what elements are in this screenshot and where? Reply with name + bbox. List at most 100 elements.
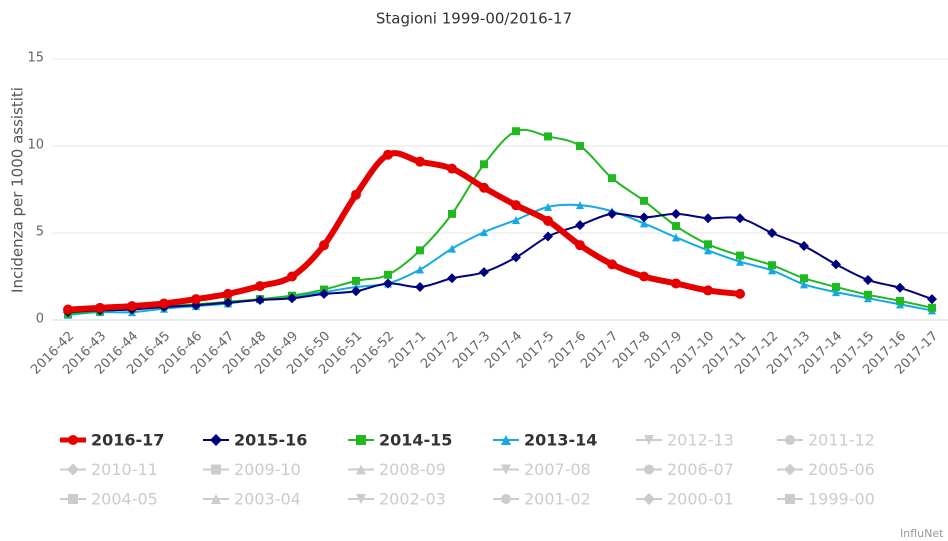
legend-item[interactable]: 2012-13: [636, 431, 734, 450]
legend-item[interactable]: 2013-14: [493, 431, 597, 450]
legend-item[interactable]: 2015-16: [203, 431, 307, 450]
marker: [608, 174, 616, 183]
series: [64, 127, 936, 318]
marker: [644, 464, 654, 475]
marker: [95, 302, 105, 313]
marker: [785, 494, 795, 504]
marker: [643, 493, 655, 505]
marker: [67, 463, 79, 476]
legend-item[interactable]: 2009-10: [203, 460, 301, 479]
marker: [831, 259, 841, 270]
marker: [640, 219, 648, 228]
marker: [501, 494, 511, 504]
legend-item[interactable]: 2002-03: [348, 490, 446, 509]
marker: [479, 182, 489, 193]
marker: [448, 209, 456, 218]
marker: [672, 222, 680, 231]
legend-label: 1999-00: [808, 490, 875, 509]
marker: [735, 213, 745, 224]
marker: [704, 240, 712, 249]
marker: [416, 246, 424, 255]
marker: [736, 257, 744, 266]
y-tick-label: 0: [36, 312, 44, 327]
legend-label: 2010-11: [91, 460, 158, 479]
marker: [927, 294, 937, 305]
marker: [800, 280, 808, 289]
marker: [799, 241, 809, 252]
legend-item[interactable]: 2008-09: [348, 460, 446, 479]
marker: [767, 228, 777, 238]
marker: [447, 163, 457, 174]
marker: [287, 293, 297, 304]
legend-label: 2000-01: [667, 490, 734, 509]
series-line: [67, 212, 933, 314]
marker: [255, 281, 265, 292]
marker: [356, 494, 366, 504]
marker: [416, 265, 424, 274]
marker: [735, 288, 745, 299]
legend-item[interactable]: 2014-15: [348, 431, 452, 450]
series: [63, 149, 745, 315]
marker: [544, 132, 552, 141]
legend-label: 2014-15: [379, 431, 452, 450]
marker: [864, 290, 872, 299]
marker: [736, 251, 744, 260]
marker: [928, 303, 936, 312]
marker: [511, 200, 521, 211]
marker: [703, 213, 713, 224]
marker: [479, 267, 489, 278]
marker: [159, 298, 169, 309]
marker: [512, 215, 520, 224]
legend-label: 2001-02: [524, 490, 591, 509]
marker: [383, 149, 393, 160]
marker: [896, 296, 904, 305]
legend-label: 2011-12: [808, 431, 875, 450]
marker: [63, 304, 73, 315]
marker: [607, 259, 617, 270]
marker: [639, 212, 649, 223]
legend-label: 2013-14: [524, 431, 597, 450]
marker: [639, 271, 649, 282]
marker: [287, 271, 297, 282]
marker: [352, 276, 360, 285]
legend-item[interactable]: 2004-05: [60, 490, 158, 509]
legend-label: 2012-13: [667, 431, 734, 450]
marker: [576, 201, 584, 210]
legend-item[interactable]: 2003-04: [203, 490, 301, 509]
marker: [895, 282, 905, 293]
marker: [448, 244, 456, 253]
legend-item[interactable]: 2007-08: [493, 460, 591, 479]
marker: [544, 202, 552, 211]
legend-item[interactable]: 2001-02: [493, 490, 591, 509]
legend-label: 2004-05: [91, 490, 158, 509]
legend-item[interactable]: 2005-06: [777, 460, 875, 479]
legend-label: 2006-07: [667, 460, 734, 479]
legend-item[interactable]: 2010-11: [60, 460, 158, 479]
marker: [223, 297, 233, 308]
marker: [672, 233, 680, 242]
marker: [356, 435, 366, 445]
legend-label: 2003-04: [234, 490, 301, 509]
marker: [575, 240, 585, 251]
marker: [800, 274, 808, 283]
marker: [319, 240, 329, 251]
marker: [576, 142, 584, 150]
marker: [543, 215, 553, 226]
legend-item[interactable]: 2011-12: [777, 431, 875, 450]
marker: [223, 288, 233, 299]
marker: [351, 189, 361, 200]
legend-item[interactable]: 2016-17: [60, 431, 164, 450]
credits: InfluNet: [900, 527, 944, 540]
legend-item[interactable]: 2006-07: [636, 460, 734, 479]
marker: [607, 208, 617, 219]
legend-label: 2005-06: [808, 460, 875, 479]
marker: [356, 464, 366, 475]
legend-item[interactable]: 2000-01: [636, 490, 734, 509]
legend-item[interactable]: 1999-00: [777, 490, 875, 509]
marker: [210, 434, 222, 446]
marker: [501, 435, 511, 445]
marker: [415, 156, 425, 167]
series-line: [65, 150, 743, 313]
y-tick-label: 10: [27, 138, 44, 153]
